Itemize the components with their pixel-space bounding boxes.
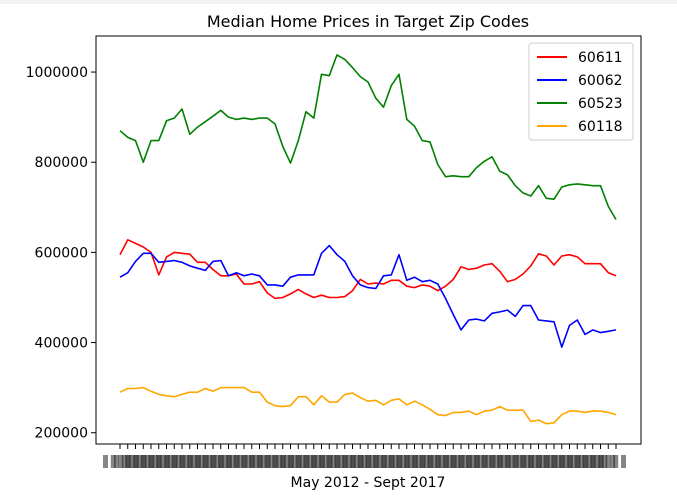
legend-label: 60062 <box>578 73 623 89</box>
series-line-60523 <box>119 54 617 220</box>
legend-item-60523: 60523 <box>537 96 623 112</box>
y-tick-label: 600000 <box>35 245 88 261</box>
y-tick-label: 200000 <box>35 426 88 442</box>
legend-item-60062: 60062 <box>537 73 623 89</box>
y-tick-label: 400000 <box>35 336 88 352</box>
y-tick-label: 1000000 <box>26 65 88 81</box>
series-line-60118 <box>119 386 617 425</box>
y-tick-label: 800000 <box>35 155 88 171</box>
x-tick-label-clutter <box>583 455 611 468</box>
window-top-strip <box>0 0 677 4</box>
x-tick-label-clutter <box>599 455 626 468</box>
legend-label: 60611 <box>578 50 623 66</box>
x-axis-label: May 2012 - Sept 2017 <box>291 475 446 491</box>
series-line-60062 <box>119 244 617 348</box>
legend-label: 60118 <box>578 119 623 135</box>
legend-label: 60523 <box>578 96 623 112</box>
legend-item-60118: 60118 <box>537 119 623 135</box>
series-lines <box>119 54 617 425</box>
legend-box <box>528 42 634 141</box>
x-tick-label-clutter <box>591 455 619 468</box>
y-axis: 200000 400000 600000 800000 1000000 <box>26 65 96 442</box>
legend-item-60611: 60611 <box>537 50 623 66</box>
x-axis <box>103 444 626 468</box>
chart-title: Median Home Prices in Target Zip Codes <box>207 12 529 31</box>
legend: 60611 60062 60523 60118 <box>528 42 634 141</box>
series-line-60611 <box>119 239 617 300</box>
